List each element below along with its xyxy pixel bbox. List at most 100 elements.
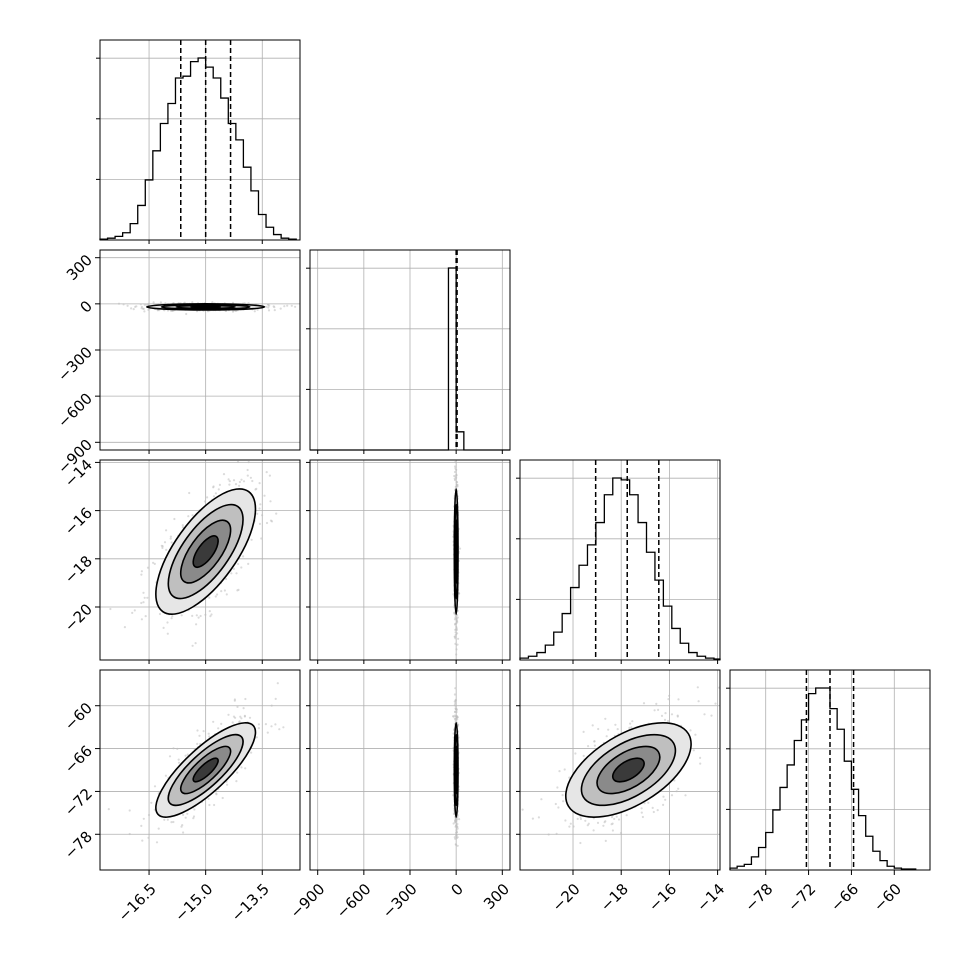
scatter-point <box>158 612 162 616</box>
scatter-point <box>140 573 143 576</box>
x-tick-label: −18 <box>597 880 632 915</box>
scatter-point <box>225 593 228 596</box>
scatter-point <box>286 304 289 307</box>
scatter-point <box>128 809 131 812</box>
density-level-3 <box>193 535 219 568</box>
scatter-point <box>235 572 238 575</box>
scatter-point <box>692 749 695 752</box>
panel-frame <box>99 39 301 241</box>
scatter-point <box>199 614 202 618</box>
scatter-point <box>195 614 198 617</box>
scatter-point <box>109 607 112 611</box>
x-tick-label: −20 <box>549 880 584 915</box>
scatter-point <box>275 512 278 515</box>
scatter-point <box>455 648 458 651</box>
scatter-point <box>180 614 183 617</box>
scatter-point <box>615 815 618 818</box>
scatter-point <box>457 637 460 640</box>
scatter-point <box>597 727 600 731</box>
density-level-3 <box>612 758 645 782</box>
scatter-point <box>257 727 260 730</box>
scatter-point <box>605 735 608 738</box>
scatter-point <box>236 705 239 709</box>
scatter-point <box>212 720 215 723</box>
scatter-point <box>225 577 228 581</box>
scatter-point <box>253 310 256 313</box>
scatter-point <box>191 614 194 618</box>
scatter-point <box>210 613 213 616</box>
scatter-point <box>452 822 455 825</box>
contour-3 <box>192 757 219 783</box>
scatter-point <box>457 653 459 655</box>
scatter-point <box>208 803 211 807</box>
scatter-point <box>456 621 459 624</box>
y-tick-label: −18 <box>61 552 96 587</box>
scatter-point <box>264 723 267 726</box>
scatter-point <box>226 783 229 786</box>
scatter-point <box>263 494 266 497</box>
scatter-point <box>169 537 172 540</box>
contour-2 <box>179 519 232 584</box>
scatter-point <box>584 819 587 822</box>
scatter-point <box>454 633 457 636</box>
scatter-point <box>556 786 559 789</box>
scatter-point <box>140 618 143 621</box>
scatter-point <box>193 808 196 811</box>
scatter-point <box>663 718 667 722</box>
scatter-point <box>161 545 164 548</box>
scatter-point <box>258 482 261 485</box>
scatter-point <box>192 817 195 820</box>
scatter-point <box>164 774 167 777</box>
contour-0 <box>155 722 257 818</box>
scatter-point <box>294 305 297 308</box>
scatter-point <box>455 481 459 484</box>
scatter-point <box>540 798 543 801</box>
scatter-point <box>602 824 605 827</box>
scatter-point <box>240 717 243 720</box>
scatter-point <box>629 722 632 725</box>
scatter-point <box>232 715 236 718</box>
scatter-point <box>689 729 692 732</box>
x-tick-label: 300 <box>480 880 513 913</box>
scatter-point <box>247 562 250 566</box>
scatter-point <box>233 699 236 702</box>
y-tick-label: −20 <box>61 600 96 635</box>
scatter-point <box>454 642 457 646</box>
contour-3 <box>454 535 458 569</box>
scatter-point <box>453 836 456 839</box>
scatter-point <box>273 309 276 312</box>
scatter-point <box>664 712 667 715</box>
scatter-point <box>454 616 457 619</box>
scatter-point <box>250 751 253 754</box>
scatter-point <box>668 694 671 697</box>
scatter-point <box>531 817 535 820</box>
x-tick-label: −13.5 <box>228 880 273 925</box>
scatter-point <box>651 806 654 810</box>
scatter-point <box>147 308 150 311</box>
scatter-point <box>168 755 172 758</box>
scatter-point <box>568 776 571 779</box>
scatter-point <box>611 829 615 832</box>
x-tick-label: −14 <box>693 880 728 915</box>
scatter-point <box>454 467 457 470</box>
contour-3 <box>192 535 219 569</box>
scatter-point <box>667 698 670 701</box>
scatter-point <box>267 309 271 312</box>
contour-0 <box>155 488 257 616</box>
scatter-point <box>208 735 211 738</box>
scatter-point <box>215 793 218 796</box>
scatter-point <box>231 721 234 724</box>
scatter-point <box>454 623 457 626</box>
scatter-point <box>452 715 455 718</box>
scatter-point <box>243 715 246 718</box>
contour-1 <box>167 733 244 807</box>
scatter-point <box>613 817 616 821</box>
scatter-point <box>244 767 247 770</box>
scatter-point <box>242 456 244 458</box>
scatter-point <box>232 479 236 482</box>
scatter-point <box>453 693 456 696</box>
scatter-point <box>237 562 240 566</box>
x-tick-label: −66 <box>827 880 862 915</box>
scatter-point <box>454 701 457 705</box>
scatter-point <box>150 801 153 804</box>
